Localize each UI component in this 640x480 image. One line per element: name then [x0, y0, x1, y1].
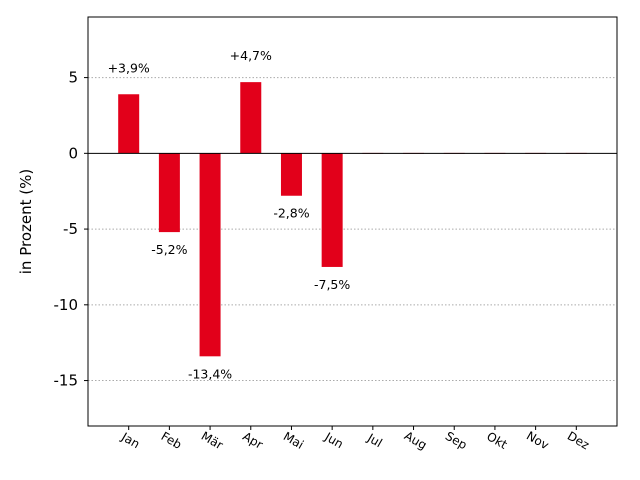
y-tick-label: -10 [54, 296, 79, 314]
bar [118, 94, 140, 154]
y-tick-label: -15 [54, 372, 79, 390]
data-label: -7,5% [314, 277, 350, 292]
bar [158, 153, 180, 233]
data-label: -5,2% [151, 242, 187, 257]
data-label: +4,7% [230, 48, 272, 63]
plot-frame [87, 16, 618, 427]
bar [280, 153, 302, 196]
y-tick-label: 5 [68, 69, 78, 87]
data-label: +3,9% [108, 60, 150, 75]
data-label: -2,8% [273, 206, 309, 221]
bar [199, 153, 221, 357]
data-label: -13,4% [188, 366, 232, 381]
data-labels: +3,9% -5,2% -13,4% +4,7% -2,8% -7,5% [108, 48, 351, 381]
x-tick-label: Jul [364, 430, 384, 450]
bar [240, 82, 262, 154]
y-tick-label: -5 [63, 220, 78, 238]
y-tick-label: 0 [68, 144, 78, 162]
y-axis-title: in Prozent (%) [17, 169, 35, 274]
y-axis-ticks: 5 0 -5 -10 -15 [54, 69, 88, 390]
bar [321, 153, 343, 267]
